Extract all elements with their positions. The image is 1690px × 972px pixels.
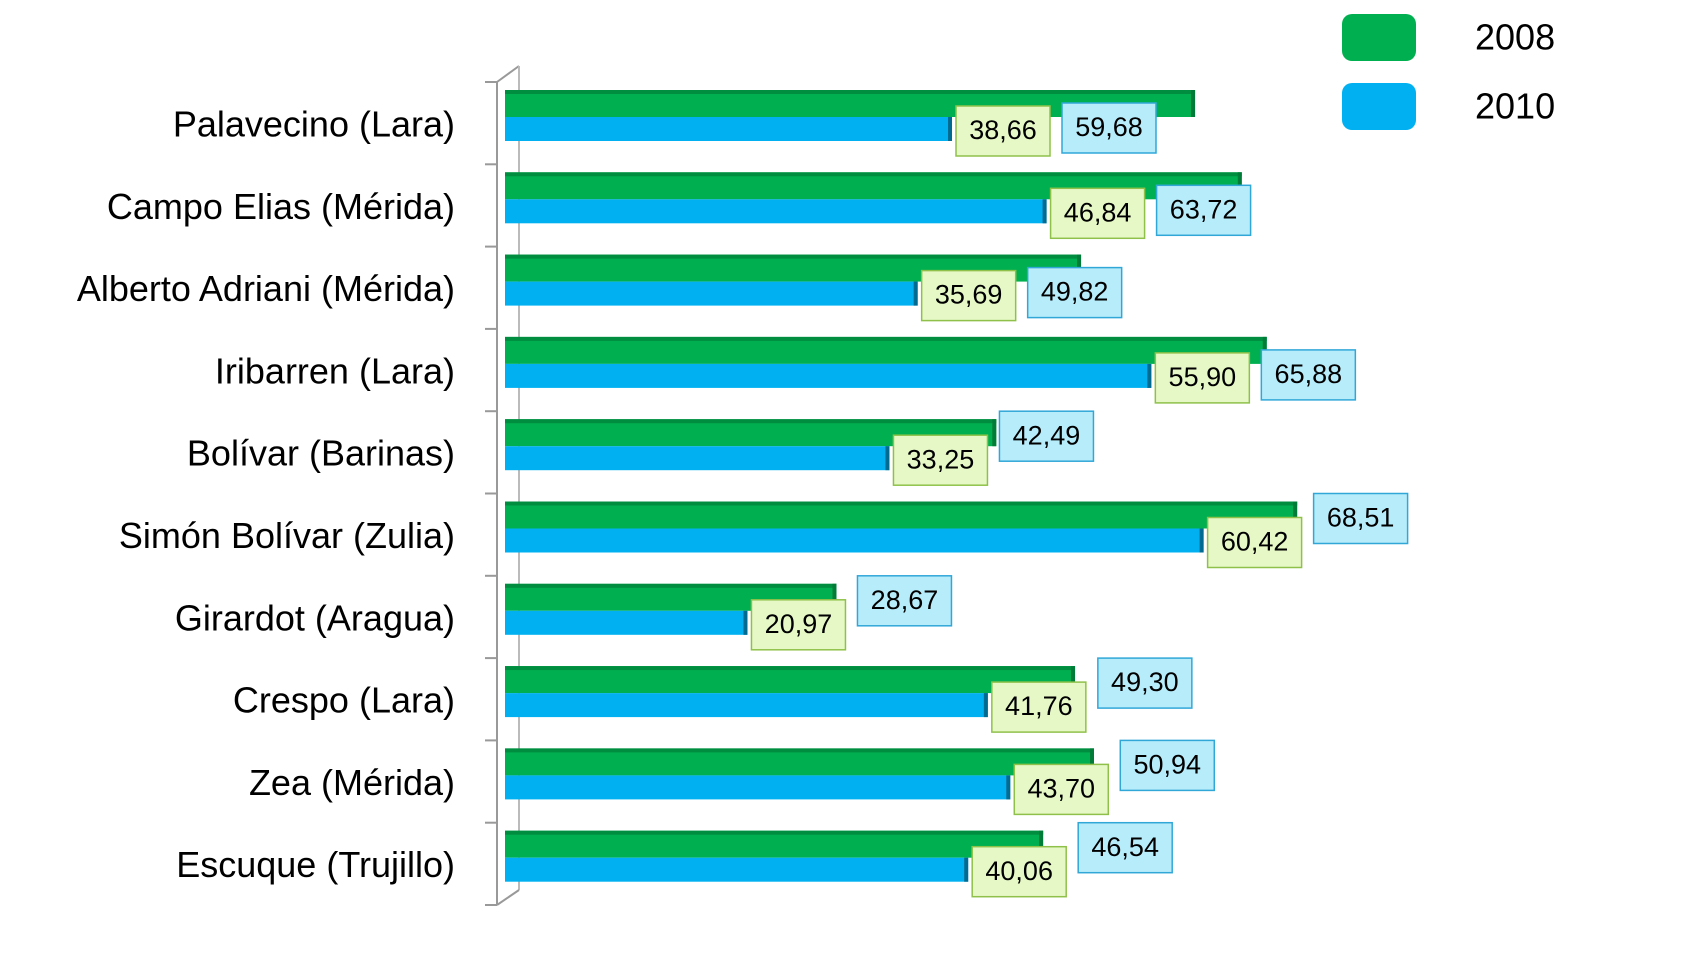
value-label-box	[1097, 657, 1193, 709]
bar	[505, 363, 1152, 388]
value-label: 20,97	[765, 609, 833, 639]
value-label-box	[1260, 349, 1357, 401]
value-label-box	[1061, 102, 1157, 154]
bar-side	[885, 446, 890, 471]
value-label: 46,84	[1064, 197, 1132, 227]
value-label-box	[1155, 184, 1252, 237]
bar-side	[1191, 90, 1196, 117]
bar	[505, 775, 1011, 800]
value-label-box	[955, 105, 1051, 157]
bar-side	[1293, 501, 1298, 529]
bar-side	[983, 693, 988, 718]
value-label-box	[991, 681, 1087, 733]
bar	[505, 528, 1204, 553]
value-label: 46,54	[1091, 832, 1159, 862]
value-label: 50,94	[1133, 750, 1201, 780]
bar-top	[505, 172, 1242, 177]
bar	[505, 693, 988, 718]
value-label-box	[971, 845, 1067, 898]
value-label-box	[1026, 266, 1123, 319]
bar-top	[505, 419, 997, 424]
bar-top	[505, 90, 1196, 94]
bar	[505, 199, 1047, 224]
bar	[505, 857, 969, 882]
category-label: Bolívar (Barinas)	[187, 433, 455, 474]
bar-top	[505, 336, 1267, 341]
value-label-box	[856, 575, 953, 627]
bar-top	[505, 254, 1082, 259]
bar-top	[505, 501, 1298, 506]
bar-top	[505, 666, 1076, 671]
legend-label: 2010	[1475, 86, 1555, 127]
bar-side	[1042, 199, 1047, 224]
value-label: 49,82	[1041, 277, 1109, 307]
bar	[505, 748, 1094, 776]
value-label-box	[998, 410, 1095, 462]
category-label: Crespo (Lara)	[233, 680, 455, 721]
bar-side	[1039, 830, 1044, 858]
bar	[505, 830, 1044, 858]
value-label: 65,88	[1275, 359, 1343, 389]
bar	[505, 501, 1298, 529]
bar-side	[1147, 363, 1152, 388]
bar-top	[505, 583, 837, 588]
bar-side	[992, 419, 997, 447]
value-label: 41,76	[1005, 691, 1073, 721]
bar-side	[1006, 775, 1011, 800]
legend-label: 2008	[1475, 17, 1555, 58]
value-label-box	[1312, 492, 1409, 545]
value-label: 63,72	[1170, 194, 1238, 224]
value-label: 59,68	[1075, 112, 1143, 142]
value-label-box	[750, 599, 847, 651]
value-label: 35,69	[935, 280, 1003, 310]
bar-side	[1071, 666, 1076, 694]
value-label: 55,90	[1169, 362, 1237, 392]
value-label-box	[1154, 352, 1251, 404]
bar-side	[1199, 528, 1204, 553]
category-label: Escuque (Trujillo)	[176, 844, 455, 885]
category-label: Palavecino (Lara)	[173, 104, 455, 145]
bar-side	[1089, 748, 1094, 776]
value-label: 33,25	[907, 444, 975, 474]
value-label: 68,51	[1327, 503, 1395, 533]
bar	[505, 610, 748, 635]
value-label-box	[1119, 739, 1216, 792]
bar-side	[832, 583, 837, 611]
bar	[505, 117, 953, 141]
bar-side	[913, 281, 918, 306]
value-label-box	[892, 434, 989, 486]
value-label-box	[1049, 187, 1146, 240]
bar-top	[505, 830, 1044, 835]
value-label: 49,30	[1111, 667, 1179, 697]
bar	[505, 336, 1267, 364]
category-label: Alberto Adriani (Mérida)	[77, 268, 455, 309]
category-label: Iribarren (Lara)	[215, 350, 455, 391]
value-label: 28,67	[871, 585, 939, 615]
value-label: 60,42	[1221, 527, 1289, 557]
value-label: 43,70	[1027, 774, 1095, 804]
bar-side	[964, 857, 969, 882]
value-label-box	[1206, 516, 1303, 569]
value-label-box	[1013, 763, 1110, 816]
bar-side	[948, 117, 953, 141]
category-label: Simón Bolívar (Zulia)	[119, 515, 455, 556]
legend-swatch	[1342, 83, 1416, 130]
bar	[505, 666, 1076, 694]
value-label-box	[920, 269, 1017, 322]
bar	[505, 281, 918, 306]
legend-swatch	[1342, 14, 1416, 61]
bar-top	[505, 748, 1094, 753]
value-label: 38,66	[969, 115, 1037, 145]
category-label: Girardot (Aragua)	[175, 597, 455, 638]
value-label: 42,49	[1013, 420, 1081, 450]
category-label: Zea (Mérida)	[249, 762, 455, 803]
category-label: Campo Elias (Mérida)	[107, 186, 455, 227]
bar	[505, 446, 890, 471]
value-label: 40,06	[985, 856, 1053, 886]
bar-side	[743, 610, 748, 635]
value-label-box	[1077, 821, 1173, 874]
